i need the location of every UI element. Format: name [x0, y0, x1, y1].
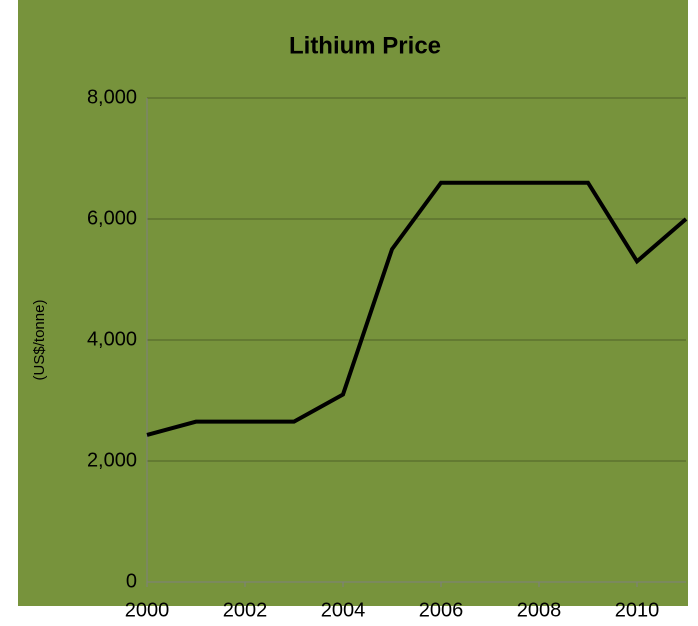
y-tick-label: 8,000 — [87, 86, 137, 108]
y-tick-label: 2,000 — [87, 449, 137, 471]
x-tick-label: 2002 — [223, 599, 268, 621]
chart-title: Lithium Price — [289, 32, 441, 59]
y-tick-label: 0 — [126, 570, 137, 592]
y-tick-label: 4,000 — [87, 328, 137, 350]
x-tick-label: 2004 — [321, 599, 366, 621]
y-axis-label: (US$/tonne) — [31, 300, 48, 381]
x-tick-label: 2010 — [615, 599, 660, 621]
chart-background — [18, 0, 688, 606]
x-tick-label: 2000 — [125, 599, 170, 621]
data-line — [146, 180, 688, 437]
y-tick-label: 6,000 — [87, 207, 137, 229]
x-tick-label: 2006 — [419, 599, 464, 621]
x-tick-label: 2008 — [517, 599, 562, 621]
